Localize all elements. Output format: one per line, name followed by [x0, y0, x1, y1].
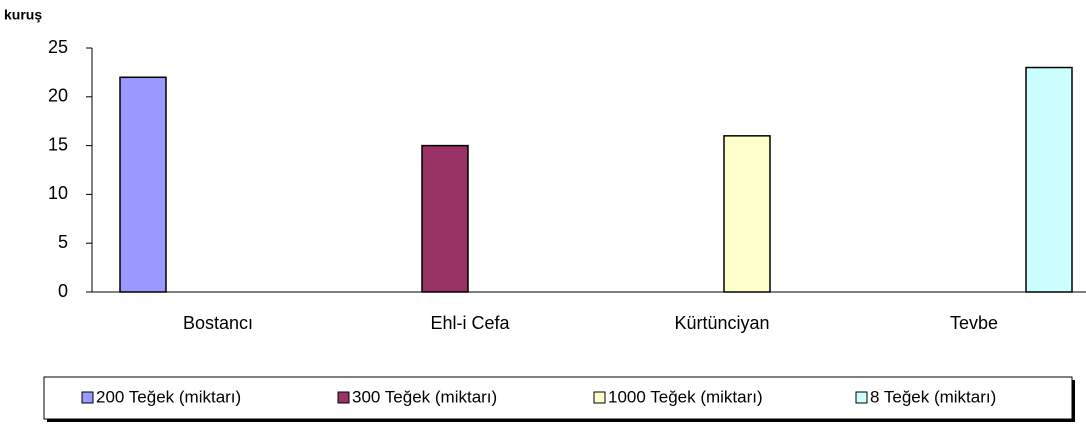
x-tick-label: Ehl-i Cefa [430, 313, 510, 333]
x-tick-label: Tevbe [950, 313, 998, 333]
y-tick-label: 10 [48, 183, 68, 203]
legend-label: 1000 Teğek (miktarı) [608, 387, 763, 406]
x-tick-label: Bostancı [183, 313, 253, 333]
legend-swatch [593, 391, 606, 404]
legend-label: 200 Teğek (miktarı) [96, 387, 241, 406]
legend-label: 8 Teğek (miktarı) [870, 387, 996, 406]
y-tick-label: 15 [48, 134, 68, 154]
legend-box [43, 376, 1073, 420]
bar [1025, 66, 1073, 293]
legend-swatch [337, 391, 350, 404]
y-tick-label: 5 [58, 232, 68, 252]
chart-title: kuruş [4, 7, 42, 23]
legend-swatch [81, 391, 94, 404]
y-tick-label: 0 [58, 281, 68, 301]
y-tick-label: 25 [48, 37, 68, 57]
y-tick-label: 20 [48, 86, 68, 106]
bar [119, 76, 167, 293]
bar [421, 144, 469, 293]
legend-swatch [855, 391, 868, 404]
legend-label: 300 Teğek (miktarı) [352, 387, 497, 406]
bar [723, 135, 771, 293]
x-tick-label: Kürtünciyan [674, 313, 769, 333]
